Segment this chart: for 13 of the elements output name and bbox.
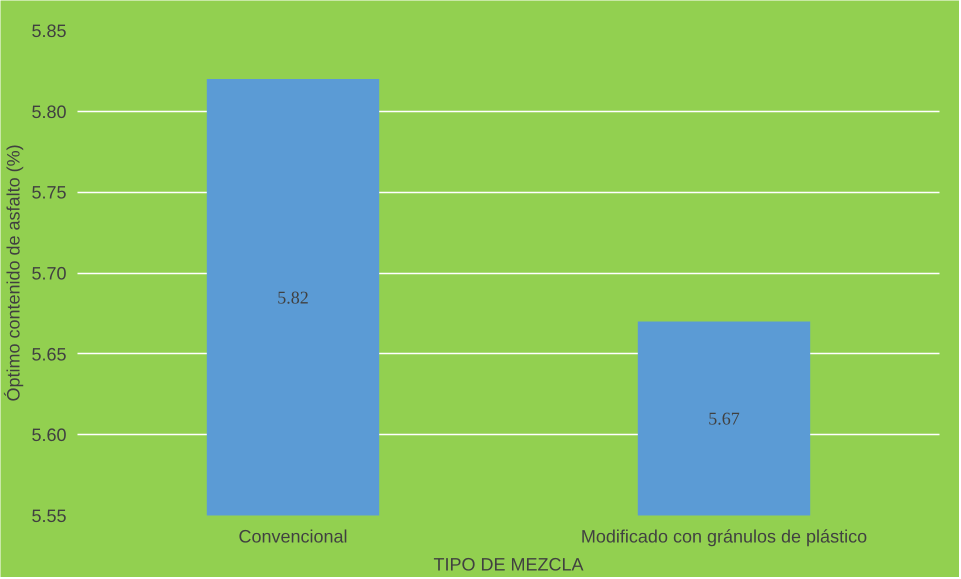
y-tick-label: 5.85 [31, 21, 67, 41]
data-label: 5.82 [277, 287, 309, 308]
y-tick-label: 5.75 [31, 182, 67, 203]
y-tick-label: 5.65 [31, 344, 67, 364]
x-axis-title: TIPO DE MEZCLA [433, 554, 584, 574]
y-tick-label: 5.70 [31, 264, 67, 284]
data-label: 5.67 [708, 408, 740, 428]
y-axis-title: Óptimo contenido de asfalto (%) [3, 144, 24, 402]
x-tick-label: Convencional [238, 526, 348, 546]
y-tick-label: 5.55 [31, 506, 67, 526]
x-tick-label: Modificado con gránulos de plástico [580, 526, 868, 546]
y-tick-label: 5.60 [31, 425, 67, 446]
y-tick-label: 5.80 [31, 102, 67, 122]
